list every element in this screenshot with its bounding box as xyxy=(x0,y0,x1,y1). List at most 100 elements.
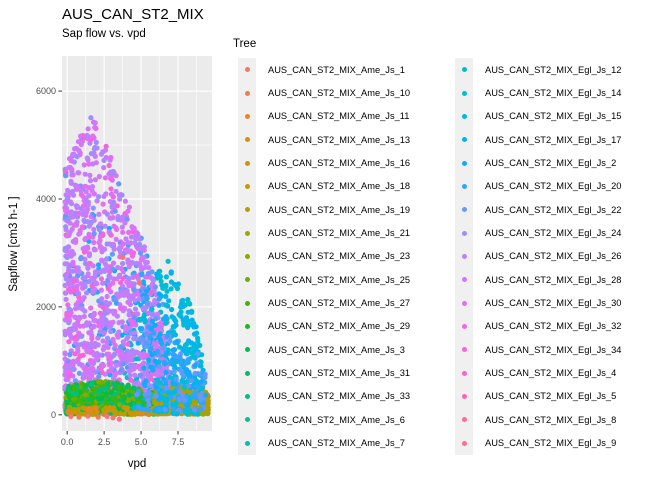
legend-key xyxy=(455,221,473,245)
legend-item-label: AUS_CAN_ST2_MIX_Egl_Js_17 xyxy=(485,134,622,145)
legend-item-label: AUS_CAN_ST2_MIX_Ame_Js_19 xyxy=(268,204,411,215)
legend-item: AUS_CAN_ST2_MIX_Ame_Js_3 xyxy=(238,338,410,362)
legend-item-label: AUS_CAN_ST2_MIX_Egl_Js_14 xyxy=(485,88,622,99)
legend-key-dot xyxy=(244,370,250,376)
legend-key xyxy=(455,268,473,292)
outlier-point xyxy=(116,416,122,422)
outlier-point xyxy=(76,414,82,420)
x-tick-label: 5.0 xyxy=(134,437,148,447)
outlier-point xyxy=(85,413,91,419)
legend-item: AUS_CAN_ST2_MIX_Ame_Js_19 xyxy=(238,198,411,222)
legend-item-label: AUS_CAN_ST2_MIX_Ame_Js_3 xyxy=(268,344,405,355)
legend-key-dot xyxy=(461,90,467,96)
y-tick-label: 2000 xyxy=(35,301,56,312)
legend-key xyxy=(238,128,256,152)
legend-key-dot xyxy=(461,370,467,376)
legend-item-label: AUS_CAN_ST2_MIX_Ame_Js_33 xyxy=(268,391,411,402)
legend-item: AUS_CAN_ST2_MIX_Egl_Js_9 xyxy=(455,431,621,455)
legend-key xyxy=(455,291,473,315)
legend-column-1: AUS_CAN_ST2_MIX_Ame_Js_1 AUS_CAN_ST2_MIX_… xyxy=(238,58,410,455)
legend-item: AUS_CAN_ST2_MIX_Egl_Js_20 xyxy=(455,174,621,199)
legend-item-label: AUS_CAN_ST2_MIX_Ame_Js_31 xyxy=(268,368,411,379)
legend-key xyxy=(455,338,473,362)
legend-key-dot xyxy=(461,207,467,213)
legend-key xyxy=(238,198,256,222)
cluster-blue-bottom xyxy=(153,348,209,413)
legend-item-label: AUS_CAN_ST2_MIX_Egl_Js_9 xyxy=(485,438,617,449)
legend-item: AUS_CAN_ST2_MIX_Egl_Js_22 xyxy=(455,198,622,222)
legend-item-label: AUS_CAN_ST2_MIX_Ame_Js_13 xyxy=(268,134,411,145)
legend-key-dot xyxy=(244,113,250,119)
legend-key xyxy=(455,128,473,152)
legend-item: AUS_CAN_ST2_MIX_Ame_Js_6 xyxy=(238,408,410,432)
legend-key xyxy=(238,81,256,105)
legend-key-dot xyxy=(244,207,250,213)
legend-key xyxy=(238,268,256,292)
outlier-point xyxy=(104,413,110,419)
legend-item: AUS_CAN_ST2_MIX_Egl_Js_30 xyxy=(455,291,621,315)
y-tick-label: 0 xyxy=(50,409,56,420)
legend-item: AUS_CAN_ST2_MIX_Ame_Js_25 xyxy=(238,268,410,292)
axis-ticks xyxy=(58,90,179,435)
legend-item-label: AUS_CAN_ST2_MIX_Ame_Js_27 xyxy=(268,298,411,309)
outlier-point xyxy=(110,415,116,421)
legend-key-dot xyxy=(461,323,467,329)
legend-key xyxy=(455,104,473,129)
legend-key-dot xyxy=(244,393,250,399)
legend-item: AUS_CAN_ST2_MIX_Egl_Js_12 xyxy=(455,58,621,82)
legend-key xyxy=(238,58,256,82)
legend-key-dot xyxy=(461,393,467,399)
legend-item: AUS_CAN_ST2_MIX_Ame_Js_10 xyxy=(238,81,410,105)
legend-item-label: AUS_CAN_ST2_MIX_Egl_Js_24 xyxy=(485,228,622,239)
outlier-point xyxy=(95,414,101,420)
legend-key-dot xyxy=(461,113,467,119)
legend-item: AUS_CAN_ST2_MIX_Egl_Js_24 xyxy=(455,221,622,245)
x-tick-label: 0.0 xyxy=(60,437,74,447)
outlier-point xyxy=(120,254,126,260)
points-layer xyxy=(62,115,211,422)
y-axis-title: Sapflow [cm3 h-1 ] xyxy=(8,195,20,292)
legend-item-label: AUS_CAN_ST2_MIX_Ame_Js_29 xyxy=(268,321,411,332)
legend-item: AUS_CAN_ST2_MIX_Egl_Js_5 xyxy=(455,384,621,409)
legend-item-label: AUS_CAN_ST2_MIX_Egl_Js_22 xyxy=(485,204,622,215)
legend-key xyxy=(238,384,256,409)
legend-key xyxy=(455,408,473,432)
legend-item-label: AUS_CAN_ST2_MIX_Ame_Js_18 xyxy=(268,181,411,192)
legend-item: AUS_CAN_ST2_MIX_Ame_Js_21 xyxy=(238,221,411,245)
legend-key-dot xyxy=(461,253,467,259)
legend-key xyxy=(455,244,473,269)
legend-key-dot xyxy=(244,230,250,236)
legend-item-label: AUS_CAN_ST2_MIX_Egl_Js_4 xyxy=(485,368,617,379)
legend-item: AUS_CAN_ST2_MIX_Egl_Js_8 xyxy=(455,408,621,432)
legend-key-dot xyxy=(461,230,467,236)
legend-key-dot xyxy=(244,137,250,143)
y-tick-label: 4000 xyxy=(35,193,56,204)
legend-item: AUS_CAN_ST2_MIX_Ame_Js_13 xyxy=(238,128,411,152)
legend-key xyxy=(238,174,256,199)
legend-item-label: AUS_CAN_ST2_MIX_Egl_Js_15 xyxy=(485,111,622,122)
legend-item-label: AUS_CAN_ST2_MIX_Egl_Js_26 xyxy=(485,251,622,262)
legend-item-label: AUS_CAN_ST2_MIX_Egl_Js_5 xyxy=(485,391,617,402)
legend-item-label: AUS_CAN_ST2_MIX_Ame_Js_1 xyxy=(268,64,405,75)
legend-item: AUS_CAN_ST2_MIX_Ame_Js_27 xyxy=(238,291,411,315)
legend-item-label: AUS_CAN_ST2_MIX_Egl_Js_34 xyxy=(485,344,622,355)
legend-title: Tree xyxy=(233,38,257,50)
legend-key xyxy=(238,151,256,175)
legend-item-label: AUS_CAN_ST2_MIX_Ame_Js_21 xyxy=(268,228,411,239)
legend-item-label: AUS_CAN_ST2_MIX_Ame_Js_6 xyxy=(268,414,405,425)
outlier-point xyxy=(136,280,142,286)
legend-item: AUS_CAN_ST2_MIX_Ame_Js_7 xyxy=(238,431,410,455)
legend-item-label: AUS_CAN_ST2_MIX_Ame_Js_23 xyxy=(268,251,411,262)
legend-key-dot xyxy=(461,417,467,423)
legend-key xyxy=(455,58,473,82)
y-tick-label: 6000 xyxy=(35,86,56,97)
legend-item-label: AUS_CAN_ST2_MIX_Egl_Js_2 xyxy=(485,158,617,169)
legend-item: AUS_CAN_ST2_MIX_Ame_Js_16 xyxy=(238,151,411,175)
legend-key xyxy=(455,81,473,105)
legend-key-dot xyxy=(244,67,250,73)
legend-key xyxy=(238,431,256,455)
legend-item: AUS_CAN_ST2_MIX_Ame_Js_23 xyxy=(238,244,411,269)
legend-key-dot xyxy=(461,183,467,189)
legend-key xyxy=(238,408,256,432)
legend-item-label: AUS_CAN_ST2_MIX_Ame_Js_16 xyxy=(268,158,411,169)
